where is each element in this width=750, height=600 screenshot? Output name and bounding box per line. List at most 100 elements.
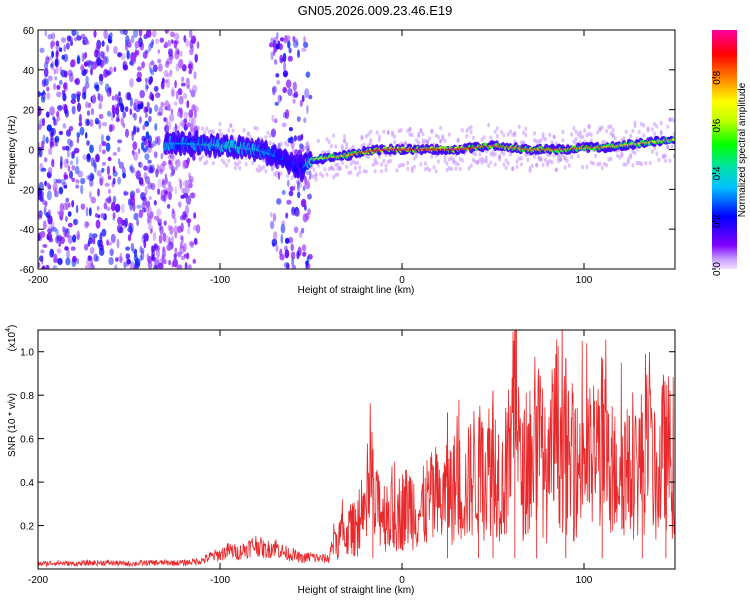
heatmap-noise-cell (285, 35, 291, 41)
heatmap-noise-cell (62, 202, 68, 211)
heatmap-haze-cell (373, 169, 377, 174)
heatmap-noise-cell (49, 106, 55, 116)
heatmap-haze-cell (633, 150, 637, 156)
heatmap-haze-cell (436, 159, 440, 164)
heatmap-noise-cell (288, 236, 294, 244)
heatmap-haze-cell (609, 124, 613, 129)
heatmap-haze-cell (668, 158, 672, 163)
heatmap-noise-cell (68, 126, 74, 132)
heatmap-noise-cell (283, 111, 287, 119)
heatmap-haze-cell (541, 162, 545, 168)
heatmap-noise-cell (272, 213, 277, 222)
heatmap-noise-cell (173, 253, 177, 260)
heatmap-haze-cell (624, 162, 628, 167)
heatmap-noise-cell (55, 229, 59, 236)
heatmap-noise-cell (84, 265, 91, 269)
heatmap-haze-cell (340, 144, 344, 149)
heatmap-haze-cell (650, 149, 654, 154)
heatmap-noise-cell (62, 181, 67, 188)
heatmap-noise-cell (168, 186, 174, 193)
heatmap-noise-cell (98, 102, 103, 110)
heatmap-haze-cell (537, 156, 541, 161)
heatmap-noise-cell (184, 204, 190, 215)
heatmap-noise-cell (76, 93, 80, 103)
heatmap-haze-cell (506, 161, 510, 166)
heatmap-haze-cell (404, 141, 408, 146)
heatmap-noise-cell (56, 234, 63, 242)
heatmap-noise-cell (150, 69, 155, 76)
heatmap-noise-cell (70, 98, 77, 104)
heatmap-noise-cell (160, 101, 165, 108)
heatmap-haze-cell (377, 134, 381, 139)
heatmap-noise-cell (138, 209, 143, 219)
heatmap-haze-cell (666, 145, 670, 150)
heatmap-noise-cell (42, 220, 47, 230)
heatmap-haze-cell (229, 123, 233, 128)
heatmap-noise-cell (129, 52, 135, 63)
heatmap-haze-cell (332, 133, 336, 138)
heatmap-noise-cell (167, 181, 172, 187)
heatmap-noise-cell (51, 158, 55, 168)
heatmap-noise-cell (56, 116, 61, 122)
heatmap-noise-cell (297, 135, 303, 142)
heatmap-haze-cell (441, 134, 445, 139)
heatmap-haze-cell (502, 162, 506, 167)
heatmap-haze-cell (334, 162, 338, 167)
heatmap-haze-cell (203, 130, 207, 135)
heatmap-haze-cell (668, 117, 672, 122)
heatmap-haze-cell (659, 120, 663, 126)
heatmap-haze-cell (406, 160, 410, 166)
heatmap-haze-cell (410, 132, 414, 138)
heatmap-haze-cell (305, 180, 309, 186)
heatmap-haze-cell (546, 152, 550, 157)
heatmap-noise-cell (166, 73, 173, 78)
heatmap-noise-cell (72, 255, 77, 263)
heatmap-noise-cell (140, 247, 145, 254)
heatmap-noise-cell (133, 212, 139, 221)
heatmap-noise-cell (75, 156, 79, 166)
heatmap-haze-cell (312, 174, 316, 180)
heatmap-noise-cell (308, 94, 313, 100)
heatmap-haze-cell (543, 157, 547, 163)
heatmap-haze-cell (332, 167, 336, 172)
heatmap-noise-cell (39, 230, 46, 238)
heatmap-haze-cell (539, 156, 543, 161)
heatmap-haze-cell (441, 136, 445, 141)
heatmap-haze-cell (303, 184, 307, 190)
heatmap-haze-cell (266, 130, 270, 135)
heatmap-haze-cell (509, 152, 512, 157)
snr-y-axis-label: SNR (10 * v/v) (7, 393, 18, 457)
heatmap-haze-cell (626, 159, 630, 165)
heatmap-haze-cell (587, 124, 591, 130)
heatmap-noise-cell (173, 225, 179, 234)
heatmap-haze-cell (181, 120, 185, 126)
heatmap-haze-cell (260, 166, 263, 172)
heatmap-noise-cell (185, 218, 192, 223)
heatmap-haze-cell (633, 120, 637, 125)
heatmap-haze-cell (506, 132, 510, 137)
heatmap-noise-cell (53, 68, 56, 75)
heatmap-noise-cell (93, 253, 98, 262)
heatmap-haze-cell (170, 157, 174, 162)
heatmap-noise-cell (46, 235, 50, 240)
heatmap-noise-cell (284, 237, 290, 244)
heatmap-haze-cell (482, 158, 486, 163)
heatmap-noise-cell (115, 117, 121, 123)
heatmap-haze-cell (286, 173, 290, 178)
y-tick-label: -60 (20, 265, 35, 276)
heatmap-haze-cell (421, 138, 425, 143)
heatmap-haze-cell (172, 126, 176, 132)
heatmap-noise-cell (104, 56, 109, 65)
heatmap-noise-cell (145, 49, 149, 54)
heatmap-haze-cell (201, 126, 204, 131)
heatmap-noise-cell (66, 249, 70, 259)
heatmap-haze-cell (415, 153, 419, 159)
heatmap-haze-cell (592, 161, 595, 166)
heatmap-haze-cell (583, 128, 587, 133)
heatmap-haze-cell (303, 182, 307, 187)
heatmap-haze-cell (329, 165, 333, 170)
heatmap-noise-cell (129, 108, 133, 116)
heatmap-noise-cell (129, 78, 134, 88)
